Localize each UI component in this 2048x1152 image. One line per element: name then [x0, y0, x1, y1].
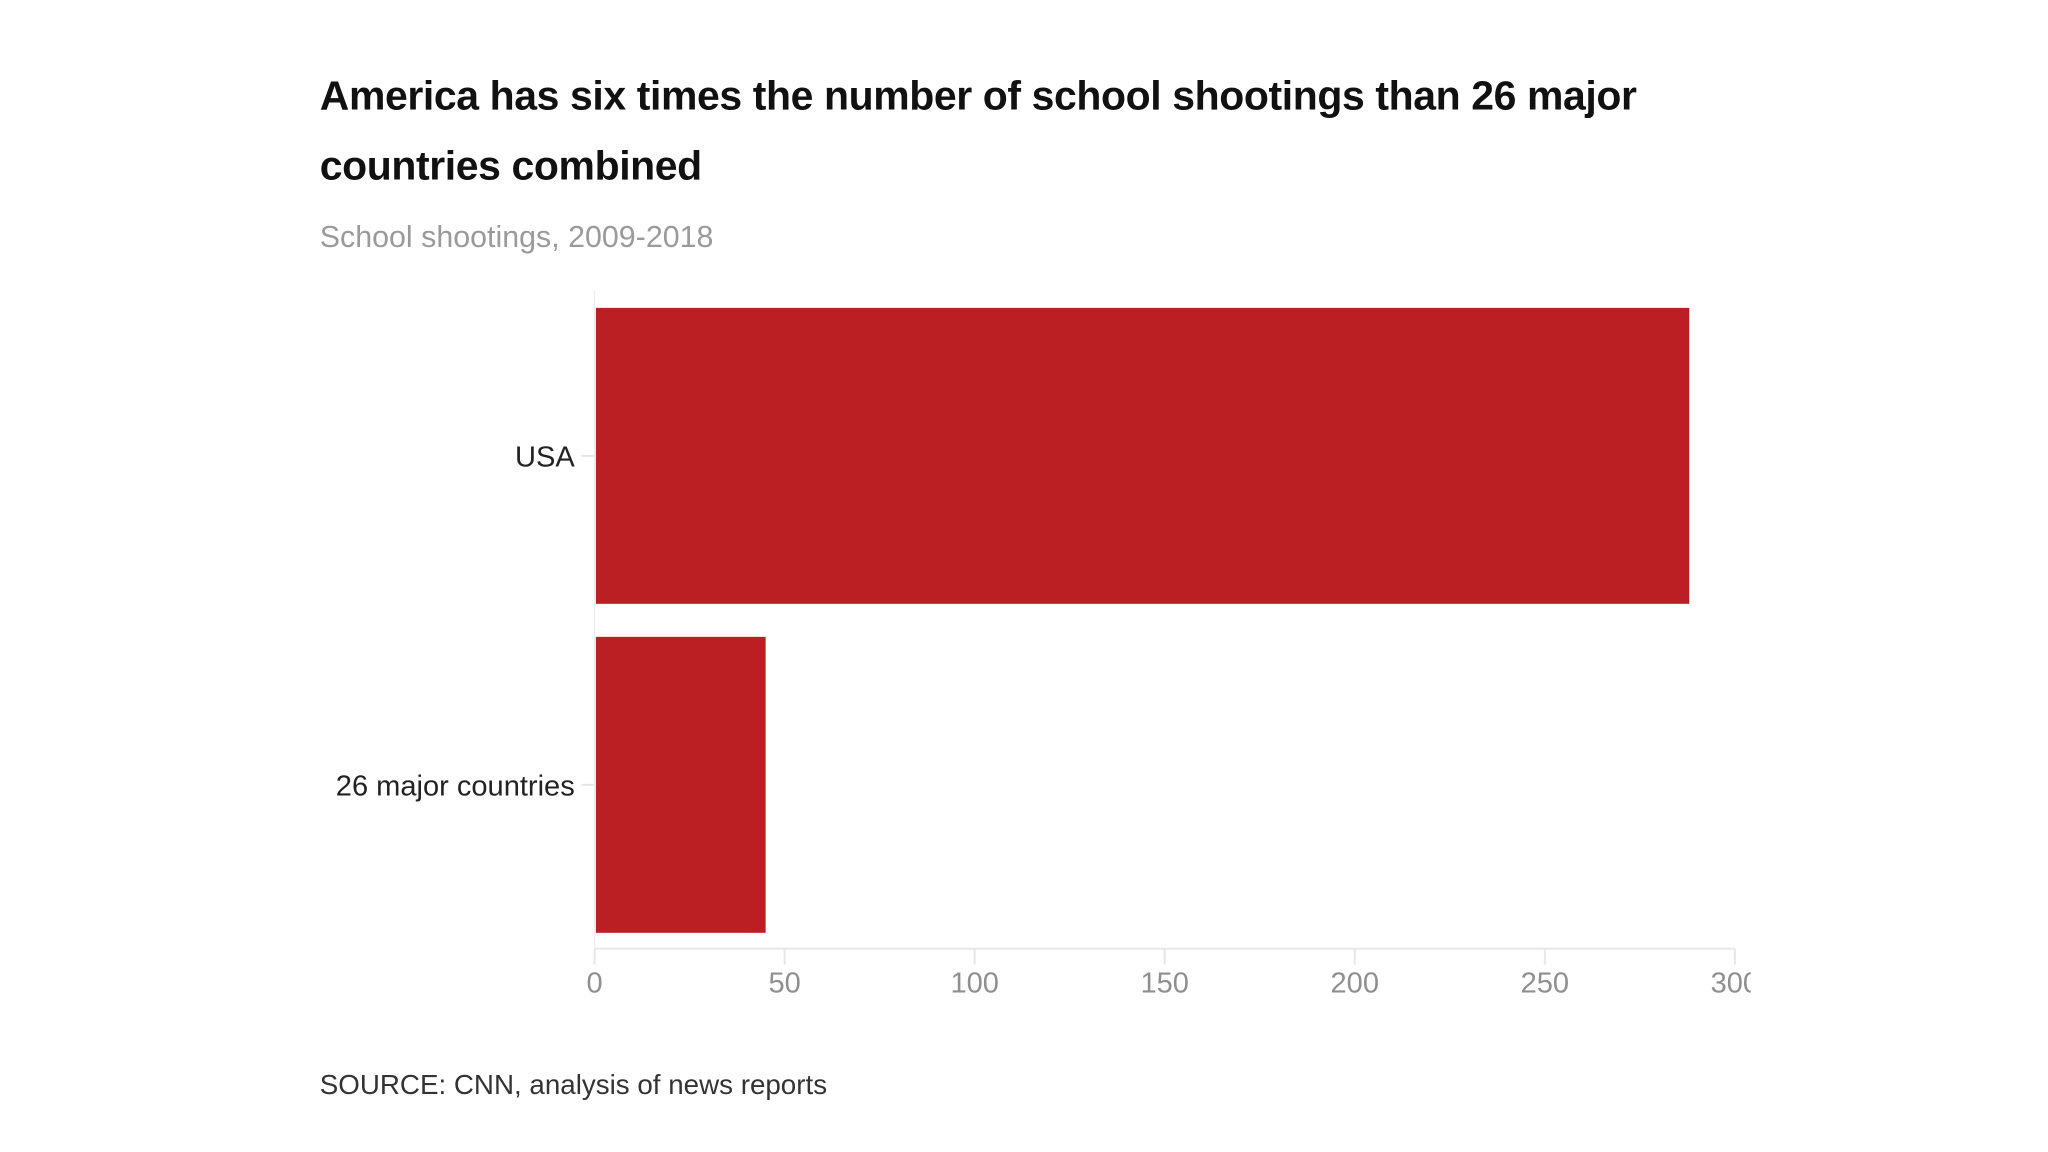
- x-tick-label: 50: [768, 967, 800, 999]
- chart-source: SOURCE: CNN, analysis of news reports: [319, 1070, 828, 1101]
- x-tick-label: 150: [1140, 967, 1188, 999]
- x-tick-label: 100: [950, 967, 998, 999]
- bar: [595, 307, 1690, 604]
- category-label: 26 major countries: [336, 770, 575, 802]
- x-tick-label: 0: [587, 967, 603, 999]
- x-tick-label: 200: [1331, 967, 1379, 999]
- x-tick-label: 300: [1711, 967, 1759, 999]
- x-tick-label: 250: [1521, 967, 1569, 999]
- category-label: USA: [515, 441, 575, 473]
- chart-subtitle: School shootings, 2009-2018: [319, 219, 714, 254]
- chart-title: America has six times the number of scho…: [319, 72, 1637, 189]
- bar: [595, 636, 766, 933]
